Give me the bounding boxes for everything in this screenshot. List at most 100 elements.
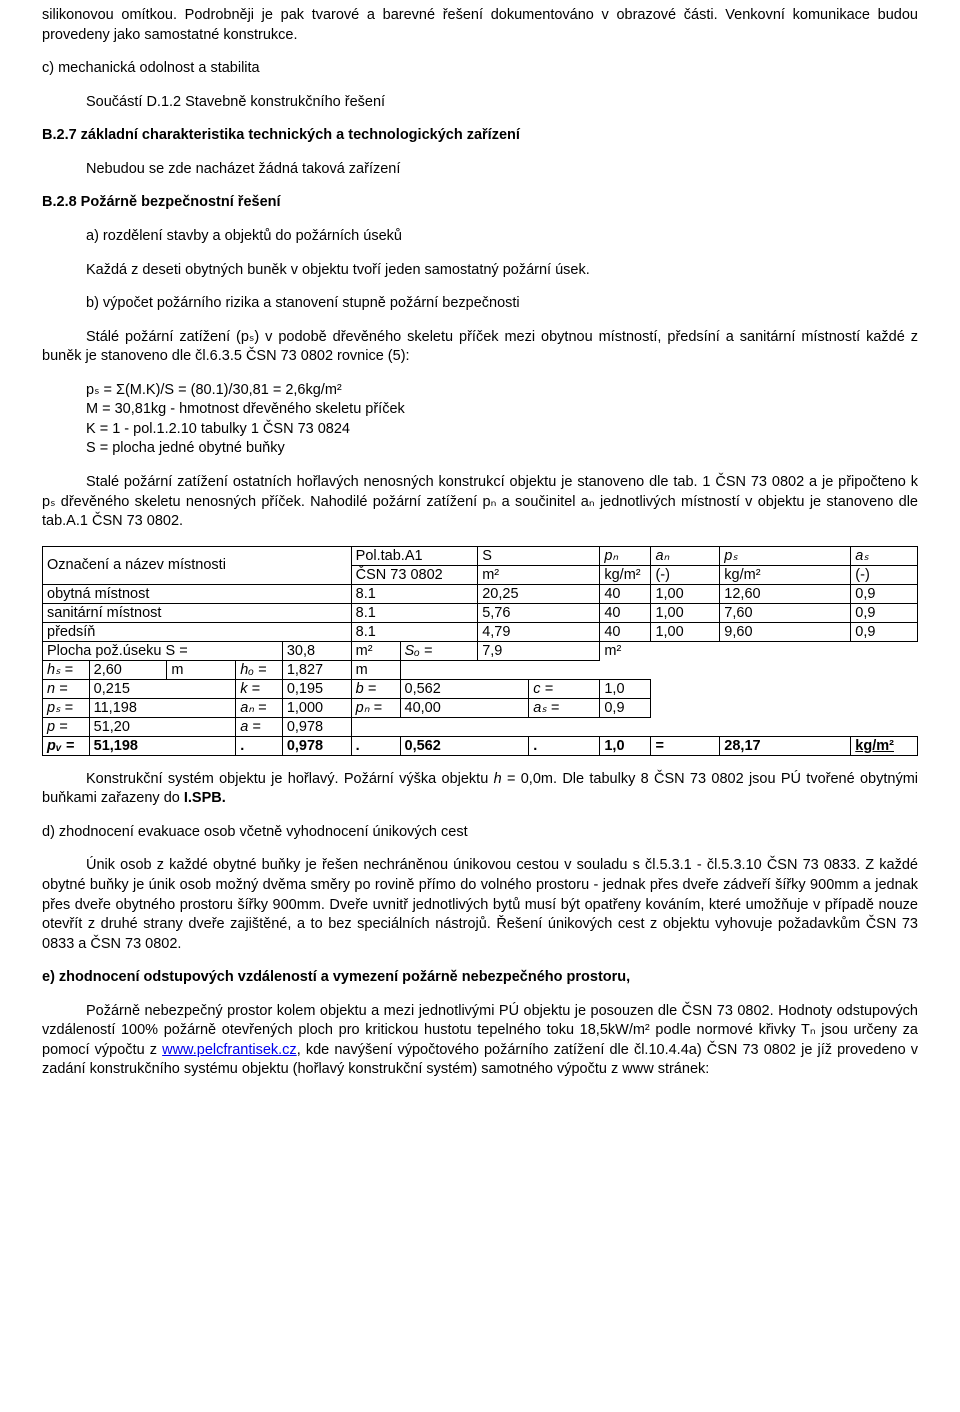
r5-hs: hₛ = [43,660,90,679]
th-label: Označení a název místnosti [43,546,352,584]
r9-unit: kg/m² [851,736,918,755]
r8-p-val: 51,20 [89,717,236,736]
section-d-head: d) zhodnocení evakuace osob včetně vyhod… [42,823,918,843]
r2-an: 1,00 [651,603,720,622]
r2-ps: 7,60 [720,603,851,622]
r4-so-unit: m² [600,641,651,660]
r9-f: 0,562 [400,736,529,755]
r6-n: n = [43,679,90,698]
section-b-body: Stálé požární zatížení (pₛ) v podobě dře… [42,328,918,367]
intro-paragraph: silikonovou omítkou. Podrobněji je pak t… [42,6,918,45]
r4-unit: m² [351,641,400,660]
calc-line-3: K = 1 - pol.1.2.10 tabulky 1 ČSN 73 0824 [86,420,918,440]
r6-k-val: 0,195 [282,679,351,698]
r5-ho: hₒ = [236,660,283,679]
r6-c: c = [529,679,600,698]
fire-load-table: Označení a název místnosti Pol.tab.A1 S … [42,546,918,756]
r8-a-val: 0,978 [282,717,351,736]
after-table-p1: Konstrukční systém objektu je hořlavý. P… [42,770,918,809]
section-a-head: a) rozdělení stavby a objektů do požární… [42,227,918,247]
calc-line-2: M = 30,81kg - hmotnost dřevěného skeletu… [86,400,918,420]
r7-ps: pₛ = [43,698,90,717]
r3-ps: 9,60 [720,622,851,641]
r7-an: aₙ = [236,698,283,717]
r4-label: Plocha pož.úseku S = [43,641,283,660]
r7-ps-val: 11,198 [89,698,236,717]
after-calc-paragraph: Stalé požární zatížení ostatních hořlavý… [42,473,918,532]
calc-line-1: pₛ = Σ(M.K)/S = (80.1)/30,81 = 2,6kg/m² [86,381,918,401]
calc-block: pₛ = Σ(M.K)/S = (80.1)/30,81 = 2,6kg/m² … [42,381,918,459]
r2-as: 0,9 [851,603,918,622]
r2-pol: 8.1 [351,603,478,622]
th-an-b: (-) [651,565,720,584]
r2-pn: 40 [600,603,651,622]
r4-so-val: 7,9 [478,641,600,660]
th-ps-a: pₛ [720,546,851,565]
th-ps-b: kg/m² [720,565,851,584]
r5-hs-unit: m [167,660,236,679]
r9-d: 0,978 [282,736,351,755]
r3-label: předsíň [43,622,352,641]
r2-s: 5,76 [478,603,600,622]
r6-b: b = [351,679,400,698]
r5-hs-val: 2,60 [89,660,167,679]
r3-as: 0,9 [851,622,918,641]
r1-ps: 12,60 [720,584,851,603]
r8-a: a = [236,717,283,736]
section-e-head: e) zhodnocení odstupových vzdáleností a … [42,968,918,988]
r3-an: 1,00 [651,622,720,641]
th-s-b: m² [478,565,600,584]
section-e-body: Požárně nebezpečný prostor kolem objektu… [42,1002,918,1080]
r9-eq: = [651,736,720,755]
section-c-head: c) mechanická odolnost a stabilita [42,59,918,79]
section-c-body: Součástí D.1.2 Stavebně konstrukčního ře… [42,93,918,113]
r3-pn: 40 [600,622,651,641]
r9-dot1: . [236,736,283,755]
r1-pol: 8.1 [351,584,478,603]
r1-pn: 40 [600,584,651,603]
r7-as-val: 0,9 [600,698,651,717]
r9-j: 28,17 [720,736,851,755]
r6-k: k = [236,679,283,698]
th-pn-b: kg/m² [600,565,651,584]
r3-s: 4,79 [478,622,600,641]
th-pn-a: pₙ [600,546,651,565]
r5-ho-val: 1,827 [282,660,351,679]
th-pol-a: Pol.tab.A1 [351,546,478,565]
r2-label: sanitární místnost [43,603,352,622]
r7-as: aₛ = [529,698,600,717]
r7-pn: pₙ = [351,698,400,717]
r9-pv: pᵥ = [43,736,90,755]
section-b28-head: B.2.8 Požárně bezpečnostní řešení [42,193,918,213]
r1-an: 1,00 [651,584,720,603]
r1-as: 0,9 [851,584,918,603]
r9-h: 1,0 [600,736,651,755]
r5-ho-unit: m [351,660,400,679]
section-b27-body: Nebudou se zde nacházet žádná taková zař… [42,160,918,180]
r6-c-val: 1,0 [600,679,651,698]
r8-p: p = [43,717,90,736]
r4-so-label: Sₒ = [400,641,478,660]
r3-pol: 8.1 [351,622,478,641]
section-b27-head: B.2.7 základní charakteristika technický… [42,126,918,146]
r1-s: 20,25 [478,584,600,603]
th-an-a: aₙ [651,546,720,565]
th-as-a: aₛ [851,546,918,565]
r6-n-val: 0,215 [89,679,236,698]
section-b-head: b) výpočet požárního rizika a stanovení … [42,294,918,314]
th-pol-b: ČSN 73 0802 [351,565,478,584]
link-pelcfrantisek[interactable]: www.pelcfrantisek.cz [162,1042,297,1058]
r9-pv-val: 51,198 [89,736,236,755]
section-d-body: Únik osob z každé obytné buňky je řešen … [42,856,918,954]
th-s-a: S [478,546,600,565]
r1-label: obytná místnost [43,584,352,603]
calc-line-4: S = plocha jedné obytné buňky [86,439,918,459]
section-a-body: Každá z deseti obytných buněk v objektu … [42,261,918,281]
r9-dot3: . [529,736,600,755]
th-as-b: (-) [851,565,918,584]
r4-val: 30,8 [282,641,351,660]
r7-an-val: 1,000 [282,698,351,717]
r9-dot2: . [351,736,400,755]
r6-b-val: 0,562 [400,679,529,698]
r7-pn-val: 40,00 [400,698,529,717]
